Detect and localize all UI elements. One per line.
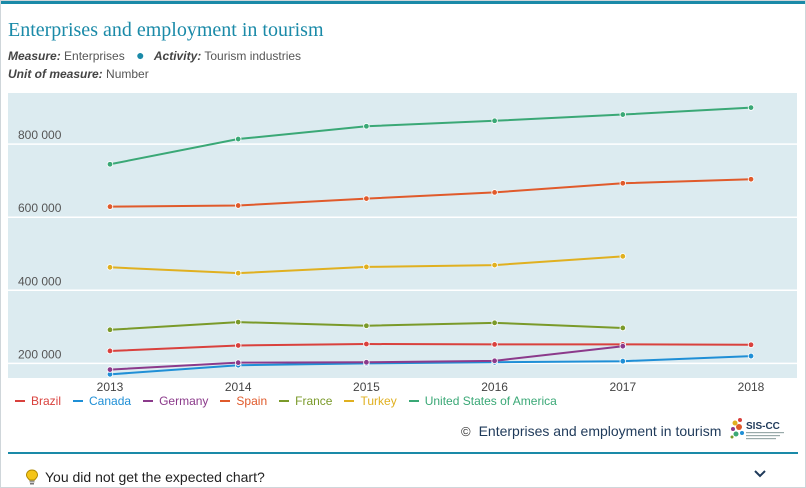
data-point: [491, 117, 498, 124]
legend-label: France: [295, 394, 333, 408]
x-tick-label: 2018: [738, 380, 765, 394]
logo-text: SIS-CC: [746, 421, 780, 432]
data-point: [106, 264, 114, 271]
legend-label: Brazil: [31, 394, 62, 408]
x-tick-label: 2017: [609, 380, 636, 394]
feedback-text: You did not get the expected chart?: [45, 469, 265, 485]
legend-swatch: [408, 400, 419, 402]
legend-swatch: [73, 400, 84, 402]
chart-legend: Brazil Canada Germany Spain France Turkey Unit…: [15, 394, 557, 408]
data-point: [363, 123, 370, 130]
y-tick-label: 200 000: [18, 347, 62, 361]
unit-value: Number: [106, 67, 149, 81]
data-point: [619, 253, 626, 260]
data-point: [491, 341, 498, 348]
legend-swatch: [220, 400, 231, 402]
data-point: [363, 322, 370, 329]
data-point: [106, 347, 114, 355]
data-point: [747, 104, 755, 111]
legend-swatch: [15, 400, 25, 402]
data-point: [234, 135, 242, 143]
data-point: [234, 318, 242, 326]
y-tick-label: 400 000: [18, 274, 62, 288]
legend-label: Turkey: [360, 394, 397, 408]
legend-item[interactable]: Brazil: [15, 394, 61, 408]
legend-label: Spain: [236, 394, 268, 408]
series-line: [109, 355, 752, 376]
data-point: [491, 357, 498, 365]
feedback-prompt[interactable]: You did not get the expected chart?: [25, 469, 265, 485]
measure-key: Measure:: [8, 49, 61, 63]
chart-subtitle-measure: Measure: Enterprises ● Activity: Tourism…: [8, 47, 301, 63]
activity-key: Activity:: [153, 49, 202, 63]
data-point: [234, 359, 242, 366]
data-point: [491, 189, 498, 196]
y-tick-label: 600 000: [18, 201, 62, 215]
data-point: [619, 111, 626, 118]
source-line: © Enterprises and employment in tourism: [461, 423, 721, 439]
siscc-logo-icon: SIS-CC: [730, 418, 784, 440]
data-point: [106, 203, 114, 210]
legend-label: United States of America: [424, 394, 557, 408]
lightbulb-icon: [25, 469, 39, 485]
chart-subtitle-unit: Unit of measure: Number: [8, 67, 149, 81]
section-separator: [8, 452, 798, 454]
data-point: [363, 340, 370, 348]
data-point: [619, 343, 626, 350]
source-link[interactable]: Enterprises and employment in tourism: [478, 423, 722, 439]
data-point: [363, 359, 370, 366]
line-chart: 200 000 400 000 600 000 800 000 2013 2014 2015…: [8, 93, 797, 394]
data-point: [747, 352, 755, 360]
top-accent-rule: [1, 1, 805, 4]
data-point: [619, 180, 626, 187]
activity-value: Tourism industries: [204, 49, 302, 63]
copyright-symbol: ©: [461, 423, 471, 439]
x-tick-label: 2013: [97, 380, 124, 394]
data-point: [106, 326, 114, 333]
data-point: [363, 195, 370, 202]
data-point: [491, 319, 498, 327]
legend-item[interactable]: Canada: [73, 394, 131, 408]
separator-dot-icon: ●: [136, 47, 145, 63]
legend-swatch: [143, 400, 154, 402]
data-point: [234, 269, 242, 277]
measure-value: Enterprises: [64, 49, 125, 63]
data-point: [363, 263, 370, 271]
series-line: [109, 178, 752, 208]
legend-item[interactable]: United States of America: [408, 394, 557, 408]
legend-label: Canada: [89, 394, 132, 408]
legend-item[interactable]: Spain: [220, 394, 267, 408]
data-point: [619, 324, 626, 332]
series-line: [109, 106, 752, 166]
data-point: [234, 202, 242, 209]
y-tick-label: 800 000: [18, 128, 62, 142]
chevron-down-icon[interactable]: [753, 467, 767, 481]
x-tick-label: 2014: [225, 380, 252, 394]
legend-item[interactable]: Germany: [143, 394, 208, 408]
legend-swatch: [279, 400, 290, 402]
x-tick-label: 2016: [481, 380, 508, 394]
data-point: [747, 341, 755, 348]
legend-item[interactable]: Turkey: [344, 394, 397, 408]
plot-area: [8, 93, 797, 378]
data-point: [106, 161, 114, 168]
data-point: [106, 366, 114, 373]
data-point: [747, 176, 755, 183]
unit-key: Unit of measure:: [8, 67, 103, 81]
data-point: [234, 342, 242, 349]
data-point: [491, 261, 498, 269]
series-line: [109, 343, 752, 352]
chart-title: Enterprises and employment in tourism: [8, 19, 324, 41]
legend-item[interactable]: France: [279, 394, 332, 408]
data-point: [619, 357, 626, 365]
x-tick-label: 2015: [353, 380, 380, 394]
legend-label: Germany: [159, 394, 209, 408]
legend-swatch: [344, 400, 355, 402]
